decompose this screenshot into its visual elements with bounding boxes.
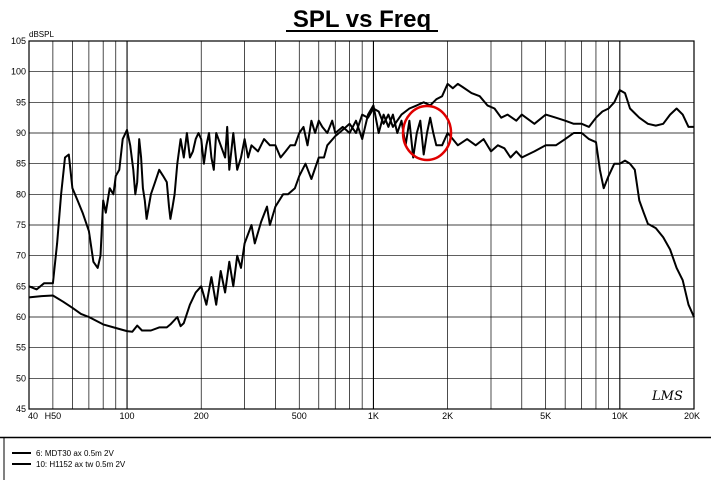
x-tick-label: 500 bbox=[292, 411, 307, 421]
y-tick-label: 80 bbox=[16, 189, 26, 199]
highlight-circle bbox=[401, 104, 453, 162]
y-tick-label: 105 bbox=[11, 36, 26, 46]
x-tick-label: 2K bbox=[442, 411, 453, 421]
y-tick-label: 100 bbox=[11, 67, 26, 77]
x-tick-label: 10K bbox=[612, 411, 628, 421]
y-tick-label: 65 bbox=[16, 281, 26, 291]
y-tick-label: 55 bbox=[16, 343, 26, 353]
y-tick-label: 70 bbox=[16, 251, 26, 261]
y-tick-label: 60 bbox=[16, 312, 26, 322]
y-tick-label: 45 bbox=[16, 404, 26, 414]
x-tick-label: H50 bbox=[45, 411, 62, 421]
y-tick-label: 85 bbox=[16, 159, 26, 169]
legend-entry: 6: MDT30 ax 0.5m 2V bbox=[36, 449, 114, 458]
chart-title: SPL vs Freq bbox=[293, 6, 431, 33]
legend: 6: MDT30 ax 0.5m 2V 10: H1152 ax tw 0.5m … bbox=[12, 449, 126, 469]
grid bbox=[28, 40, 695, 410]
series-lines bbox=[28, 82, 695, 333]
series-line-1 bbox=[28, 82, 694, 333]
plot-frame bbox=[28, 40, 695, 410]
y-tick-label: 50 bbox=[16, 373, 26, 383]
y-tick-label: 90 bbox=[16, 128, 26, 138]
x-tick-label: 200 bbox=[194, 411, 209, 421]
y-tick-labels: 45 50 55 60 65 70 75 80 85 90 95 100 105 bbox=[11, 36, 26, 414]
signature-logo: LMS bbox=[651, 389, 683, 404]
legend-entry: 10: H1152 ax tw 0.5m 2V bbox=[36, 460, 126, 469]
series-line-2 bbox=[28, 104, 695, 318]
y-tick-label: 95 bbox=[16, 97, 26, 107]
x-tick-label: 20K bbox=[684, 411, 700, 421]
x-tick-label: 100 bbox=[120, 411, 135, 421]
y-tick-label: 75 bbox=[16, 220, 26, 230]
y-axis-label: dBSPL bbox=[29, 30, 54, 39]
x-tick-label: 40 bbox=[28, 411, 38, 421]
x-tick-labels: 40 100 200 500 1K 2K 5K 10K 20K H50 bbox=[28, 411, 700, 421]
x-tick-label: 1K bbox=[368, 411, 379, 421]
x-tick-label: 5K bbox=[540, 411, 551, 421]
